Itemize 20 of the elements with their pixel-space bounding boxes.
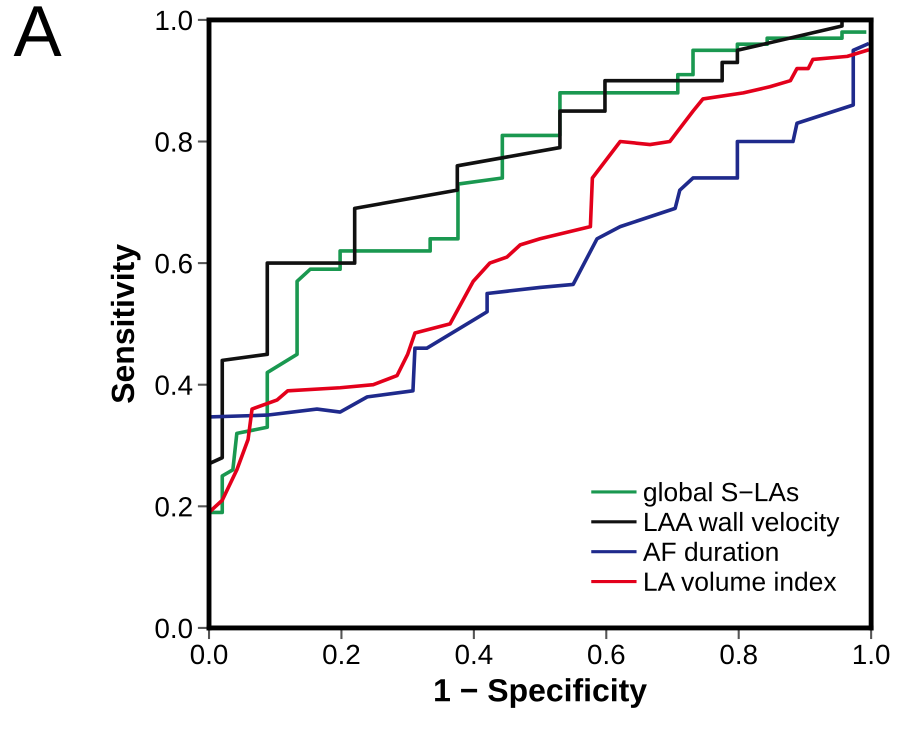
x-tick-label: 0.6 [588, 644, 624, 664]
y-tick-label: 0.8 [156, 132, 192, 152]
legend-label: LAA wall velocity [645, 512, 840, 537]
x-axis-title: 1 − Specificity [435, 678, 647, 708]
legend-label: LA volume index [645, 572, 836, 592]
x-tick-label: 0.8 [720, 644, 757, 664]
x-tick-label: 1.0 [854, 644, 890, 664]
x-tick-label: 0.0 [190, 644, 228, 664]
line-series [209, 42, 869, 419]
y-tick-label: 0.6 [156, 254, 192, 274]
x-tick-label: 0.4 [456, 644, 492, 664]
y-tick-label: 0.2 [156, 496, 192, 517]
text: A [14, 6, 62, 56]
y-tick-label: 0.0 [156, 618, 192, 638]
x-tick-label: 0.2 [323, 644, 360, 664]
y-tick-label: 0.4 [156, 375, 192, 396]
y-tick-label: 1.0 [156, 10, 192, 30]
y-axis-title: Sensitivity [110, 244, 141, 403]
legend-label: AF duration [642, 542, 778, 562]
legend-label: global S−LAs [644, 482, 798, 507]
